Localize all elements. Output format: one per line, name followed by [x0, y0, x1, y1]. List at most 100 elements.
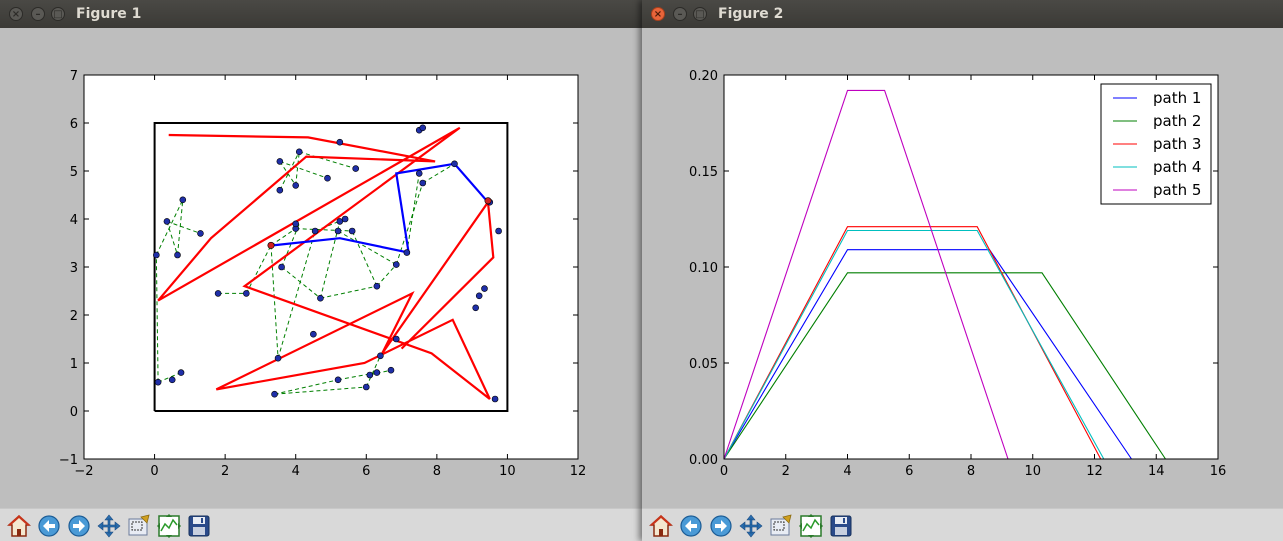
sample-point	[179, 196, 187, 204]
forward-button[interactable]	[66, 513, 92, 539]
y-tick-label: −1	[59, 453, 78, 468]
roadmap-edge	[155, 199, 184, 256]
pan-button[interactable]	[96, 513, 122, 539]
pan-button[interactable]	[738, 513, 764, 539]
figure-2-window: × – □ Figure 2 0 2 4 6 8 10 12 14 16 0.00 0.05 0.10…	[642, 0, 1283, 541]
roadmap-edge	[320, 285, 377, 299]
close-button[interactable]: ×	[9, 7, 23, 21]
sample-point	[373, 369, 381, 376]
sample-point	[292, 182, 300, 189]
minimize-icon: –	[677, 9, 683, 20]
minimize-button[interactable]: –	[31, 7, 45, 21]
roadmap-edge	[295, 151, 300, 186]
sample-point	[174, 251, 181, 259]
sample-point	[276, 186, 284, 194]
x-tick-label: 4	[292, 464, 300, 479]
maximize-button[interactable]: □	[693, 7, 707, 21]
sample-point	[336, 138, 344, 146]
forward-button[interactable]	[708, 513, 734, 539]
zoom-button[interactable]	[126, 513, 152, 539]
endpoint-marker	[484, 197, 492, 205]
roadmap-edge	[245, 245, 272, 294]
back-button[interactable]	[36, 513, 62, 539]
forward-icon	[66, 513, 92, 539]
home-button[interactable]	[6, 513, 32, 539]
roadmap-edge	[422, 163, 455, 184]
y-tick-label: 5	[70, 165, 78, 180]
subplots-icon	[156, 513, 182, 539]
legend-label: path 2	[1153, 112, 1201, 130]
back-button[interactable]	[678, 513, 704, 539]
roadmap-edge	[299, 151, 356, 170]
window-title: Figure 2	[718, 6, 784, 22]
sample-point	[317, 294, 324, 302]
roadmap-edge	[277, 230, 316, 359]
plot-area	[84, 75, 578, 459]
roadmap-edge	[279, 160, 328, 179]
sample-point	[419, 124, 427, 132]
figure-1-window: × – □ Figure 1 −2 0 2 4 6 8 10 12 −1 0 1 2 3 4 5 6 7	[0, 0, 642, 541]
home-button[interactable]	[648, 513, 674, 539]
roadmap-edge	[376, 264, 397, 287]
subplots-button[interactable]	[156, 513, 182, 539]
zoom-icon	[126, 513, 152, 539]
sample-point	[163, 218, 171, 225]
close-button[interactable]: ×	[651, 7, 665, 21]
series-line-path-4	[723, 229, 1105, 460]
pan-icon	[96, 513, 122, 539]
save-button[interactable]	[828, 513, 854, 539]
save-icon	[828, 513, 854, 539]
y-tick-label: 2	[70, 309, 78, 324]
sample-point	[392, 261, 400, 268]
series-line-path-5	[723, 89, 1009, 460]
sample-point	[153, 251, 160, 259]
home-icon	[6, 513, 32, 539]
roadmap-edge	[281, 266, 321, 299]
minimize-button[interactable]: –	[673, 7, 687, 21]
sample-point	[348, 227, 356, 235]
sample-point	[419, 179, 427, 187]
maximize-icon: □	[695, 9, 705, 20]
sample-point	[274, 354, 282, 362]
y-tick-label: 0.05	[689, 357, 718, 372]
subplots-button[interactable]	[798, 513, 824, 539]
sample-point	[366, 371, 374, 379]
zoom-button[interactable]	[768, 513, 794, 539]
maximize-button[interactable]: □	[51, 7, 65, 21]
roadmap-edge	[155, 254, 159, 383]
y-tick-label: 3	[70, 261, 78, 276]
sample-point	[311, 227, 319, 235]
x-tick-label: 6	[905, 464, 913, 479]
series-line-path-1	[723, 249, 1132, 460]
x-tick-label: 2	[221, 464, 229, 479]
sample-point	[387, 366, 395, 374]
window-title: Figure 1	[76, 6, 142, 22]
y-tick-label: 7	[70, 69, 78, 84]
save-button[interactable]	[186, 513, 212, 539]
minimize-icon: –	[35, 9, 41, 20]
series-line-path-2	[723, 272, 1166, 460]
sample-point	[336, 218, 344, 225]
x-tick-label: 0	[150, 464, 158, 479]
sample-point	[415, 170, 423, 177]
navigation-toolbar	[642, 508, 1283, 541]
pan-icon	[738, 513, 764, 539]
sample-point	[334, 376, 342, 384]
y-tick-label: 0.00	[689, 453, 718, 468]
maximize-icon: □	[53, 9, 63, 20]
y-tick-label: 4	[70, 213, 78, 228]
sample-point	[334, 227, 342, 235]
x-tick-label: 2	[782, 464, 790, 479]
roadmap-edge	[295, 228, 353, 232]
sample-point	[154, 378, 162, 386]
sample-point	[295, 148, 303, 156]
sample-point	[475, 292, 483, 300]
legend-label: path 4	[1153, 158, 1201, 176]
close-icon: ×	[11, 9, 21, 20]
legend: path 1 path 2 path 3 path 4 path 5	[1100, 83, 1212, 205]
sample-point	[292, 220, 300, 228]
sample-point	[362, 383, 370, 391]
x-tick-label: 14	[1148, 464, 1165, 479]
